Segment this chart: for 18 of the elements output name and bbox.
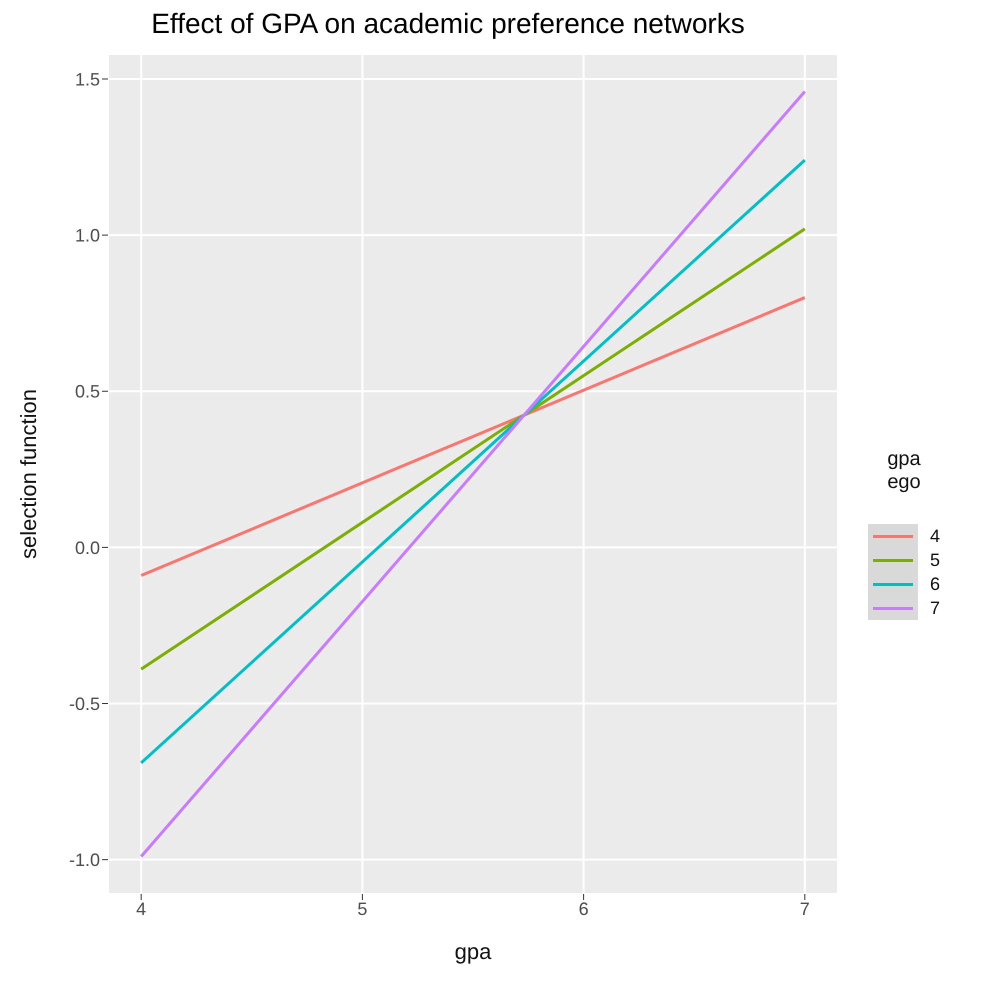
- x-tick-label: 6: [578, 898, 589, 919]
- legend-label: 6: [930, 574, 940, 594]
- chart-title: Effect of GPA on academic preference networks: [150, 8, 746, 40]
- y-tick-label: 1.0: [74, 226, 100, 246]
- legend-label: 7: [930, 598, 940, 618]
- y-tick-label: 0.0: [74, 538, 100, 558]
- y-tick-label: 1.5: [74, 69, 100, 90]
- y-tick-label: 0.5: [74, 382, 100, 402]
- y-tick-label: -0.5: [68, 694, 100, 714]
- x-tick-label: 7: [800, 898, 810, 919]
- x-tick-label: 5: [357, 898, 368, 919]
- legend-title: gpa ego: [886, 448, 922, 494]
- x-tick-label: 4: [136, 898, 146, 919]
- x-axis-title: gpa: [454, 939, 492, 964]
- y-axis-title: selection function: [16, 389, 41, 559]
- legend-label: 4: [930, 526, 940, 546]
- legend-label: 5: [930, 550, 940, 570]
- y-tick-label: -1.0: [68, 850, 100, 870]
